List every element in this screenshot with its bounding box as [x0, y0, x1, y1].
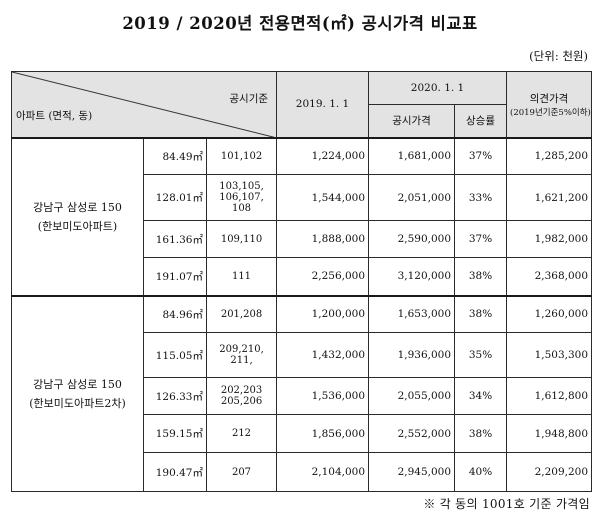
table-row: 126.33㎡ 202,203 205,206 1,536,000 2,055,000…: [12, 377, 593, 415]
price-2020-cell: 2,590,000: [368, 220, 456, 258]
opinion-price-cell: 1,260,000: [506, 294, 593, 333]
opinion-price-cell: 1,612,800: [506, 377, 593, 415]
price-2020-cell: 1,936,000: [368, 332, 456, 378]
unit-label: (단위: 천원): [529, 49, 588, 63]
footnote: ※ 각 동의 1001호 기준 가격임: [423, 497, 590, 511]
table-row: 강남구 삼성로 150 (한보미도아파트) 84.49㎡ 101,102 1,224,0…: [11, 136, 593, 296]
price-2019-cell: 1,856,000: [276, 414, 370, 453]
area-cell: 190.47㎡: [143, 452, 207, 492]
area-cell: 115.05㎡: [143, 332, 207, 378]
apartment-complex-name: (한보미도아파트2차): [29, 396, 126, 410]
dong-cell: 202,203 205,206: [205, 377, 278, 415]
table-row: 115.05㎡ 209,210, 211, 1,432,000 1,936,000 35…: [12, 332, 593, 378]
header-opinion-label: 의견가격: [529, 92, 569, 105]
header-rate: 상승률: [454, 104, 508, 138]
area-cell: 84.96㎡: [143, 294, 207, 333]
price-2020-cell: 2,051,000: [368, 174, 456, 221]
header-2020: 2020. 1. 1: [368, 71, 508, 105]
dong-cell: 201,208: [205, 294, 278, 333]
dong-cell: 111: [205, 257, 278, 296]
apartment-group-cell: 강남구 삼성로 150 (한보미도아파트2차): [11, 294, 144, 492]
header-2019: 2019. 1. 1: [276, 71, 370, 138]
apartment-address: 강남구 삼성로 150: [33, 377, 122, 391]
price-2019-cell: 2,256,000: [276, 257, 370, 296]
area-cell: 159.15㎡: [143, 414, 207, 453]
apartment-complex-name: (한보미도아파트): [37, 219, 118, 233]
dong-cell: 101,102: [205, 136, 278, 175]
area-cell: 126.33㎡: [143, 377, 207, 415]
price-2019-cell: 1,544,000: [276, 174, 370, 221]
table-body: 강남구 삼성로 150 (한보미도아파트) 84.49㎡ 101,102 1,224,0…: [11, 136, 593, 492]
price-comparison-table: 공시기준 아파트 (면적, 동) 2019. 1. 1 2020. 1. 1 의…: [10, 71, 593, 492]
table-row: 190.47㎡ 207 2,104,000 2,945,000 40% 2,209,200: [12, 452, 593, 492]
table-row: 191.07㎡ 111 2,256,000 3,120,000 38% 2,368,000: [12, 257, 593, 296]
opinion-price-cell: 1,982,000: [506, 220, 593, 258]
header-price: 공시가격: [368, 104, 456, 138]
dong-cell: 212: [205, 414, 278, 453]
dong-cell: 209,210, 211,: [205, 332, 278, 378]
dong-cell: 109,110: [205, 220, 278, 258]
opinion-price-cell: 1,948,800: [506, 414, 593, 453]
dong-cell: 207: [205, 452, 278, 492]
opinion-price-cell: 1,621,200: [506, 174, 593, 221]
price-2019-cell: 1,200,000: [276, 294, 370, 333]
price-2019-cell: 2,104,000: [276, 452, 370, 492]
increase-rate-cell: 38%: [454, 257, 508, 296]
opinion-price-cell: 1,285,200: [506, 136, 593, 175]
area-cell: 161.36㎡: [143, 220, 207, 258]
page-title: 2019 / 2020년 전용면적(㎡) 공시가격 비교표: [122, 14, 478, 33]
price-2020-cell: 1,681,000: [368, 136, 456, 175]
increase-rate-cell: 40%: [454, 452, 508, 492]
price-2020-cell: 1,653,000: [368, 294, 456, 333]
increase-rate-cell: 37%: [454, 136, 508, 175]
apartment-address: 강남구 삼성로 150: [33, 200, 122, 214]
price-2019-cell: 1,224,000: [276, 136, 370, 175]
increase-rate-cell: 38%: [454, 294, 508, 333]
increase-rate-cell: 37%: [454, 220, 508, 258]
dong-cell: 103,105, 106,107, 108: [205, 174, 278, 221]
increase-rate-cell: 38%: [454, 414, 508, 453]
table-row: 159.15㎡ 212 1,856,000 2,552,000 38% 1,948,800: [12, 414, 593, 453]
price-2019-cell: 1,432,000: [276, 332, 370, 378]
table-row: 161.36㎡ 109,110 1,888,000 2,590,000 37% 1,982…: [12, 220, 593, 258]
price-2020-cell: 2,552,000: [368, 414, 456, 453]
area-cell: 84.49㎡: [143, 136, 207, 175]
opinion-price-cell: 2,368,000: [506, 257, 593, 296]
table-row: 강남구 삼성로 150 (한보미도아파트2차) 84.96㎡ 201,208 1,200…: [11, 294, 593, 492]
area-cell: 191.07㎡: [143, 257, 207, 296]
price-2020-cell: 2,055,000: [368, 377, 456, 415]
price-2020-cell: 2,945,000: [368, 452, 456, 492]
area-cell: 128.01㎡: [143, 174, 207, 221]
diagonal-divider: [12, 72, 274, 137]
increase-rate-cell: 34%: [454, 377, 508, 415]
price-2020-cell: 3,120,000: [368, 257, 456, 296]
corner-header-top: 공시기준: [229, 93, 269, 105]
corner-header-cell: 공시기준 아파트 (면적, 동): [10, 71, 278, 138]
table-row: 128.01㎡ 103,105, 106,107, 108 1,544,000 2,0…: [12, 174, 593, 221]
increase-rate-cell: 33%: [454, 174, 508, 221]
header-opinion-sub: (2019년기준5%이하): [510, 107, 591, 118]
corner-header-bottom: 아파트 (면적, 동): [16, 109, 93, 122]
opinion-price-cell: 2,209,200: [506, 452, 593, 492]
increase-rate-cell: 35%: [454, 332, 508, 378]
opinion-price-cell: 1,503,300: [506, 332, 593, 378]
price-2019-cell: 1,888,000: [276, 220, 370, 258]
header-opinion: 의견가격 (2019년기준5%이하): [506, 71, 593, 138]
price-2019-cell: 1,536,000: [276, 377, 370, 415]
apartment-group-cell: 강남구 삼성로 150 (한보미도아파트): [11, 136, 144, 296]
